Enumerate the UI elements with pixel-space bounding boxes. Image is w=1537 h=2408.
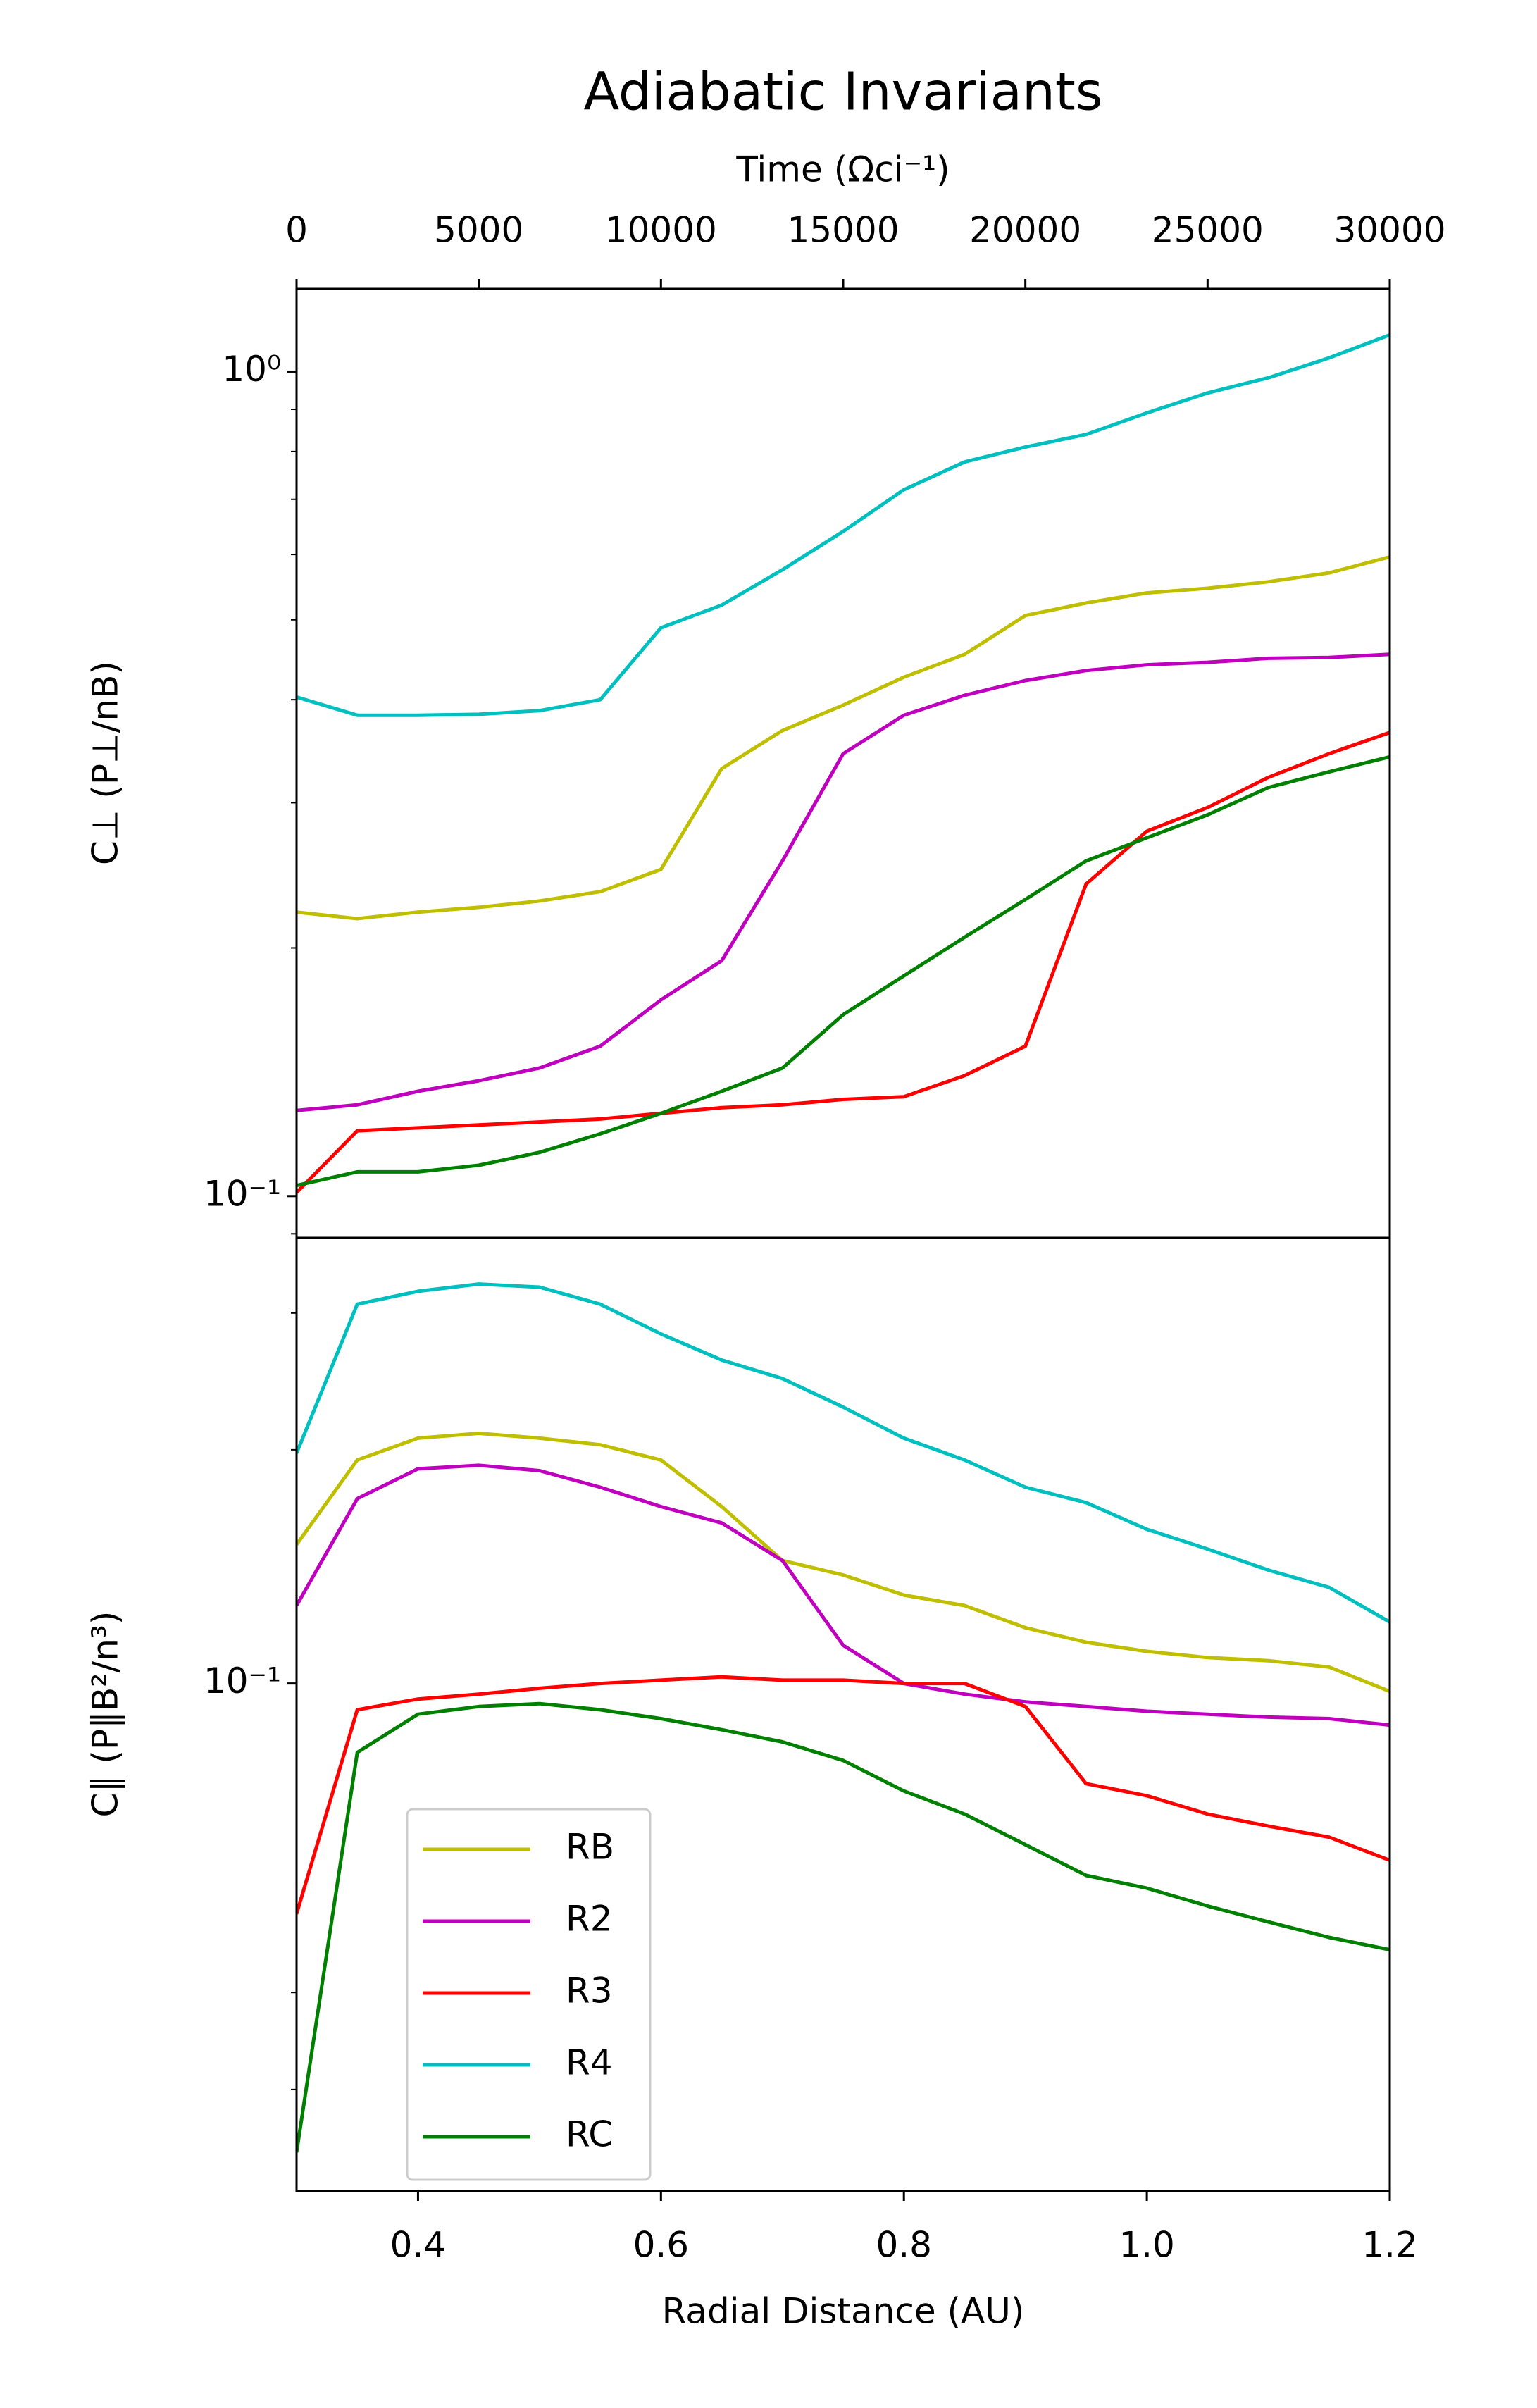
y-tick-label: 10⁻¹ [204, 1661, 281, 1701]
x-tick-label: 1.2 [1362, 2225, 1418, 2266]
y-axis-label: C⊥ (P⊥/nB) [85, 661, 126, 865]
top-x-tick-label: 0 [285, 210, 308, 251]
series-line [297, 731, 1390, 1194]
top-x-tick-label: 5000 [434, 210, 523, 251]
top-x-tick-label: 25000 [1152, 210, 1264, 251]
y-tick-label: 10⁻¹ [204, 1173, 281, 1214]
y-tick-label: 10⁰ [222, 349, 281, 390]
series-line [297, 652, 1390, 1112]
legend-label: R3 [566, 1971, 613, 2011]
series-line [297, 1463, 1390, 1727]
top-x-tick-label: 20000 [969, 210, 1081, 251]
x-tick-label: 0.8 [876, 2225, 932, 2266]
series-line [297, 555, 1390, 921]
x-tick-label: 1.0 [1119, 2225, 1175, 2266]
series-line [297, 333, 1390, 717]
plot-frame [295, 1236, 1391, 2192]
top-x-tick-label: 30000 [1333, 210, 1445, 251]
series-line [297, 755, 1390, 1188]
series-line [297, 1675, 1390, 1915]
legend-label: RB [566, 1827, 614, 1868]
series-line [297, 1701, 1390, 2153]
chart-title: Adiabatic Invariants [584, 62, 1103, 123]
top-x-tick-label: 15000 [787, 210, 899, 251]
top-x-axis-label: Time (Ωci⁻¹) [735, 149, 950, 190]
x-axis-label: Radial Distance (AU) [662, 2291, 1025, 2332]
legend-label: R4 [566, 2042, 613, 2083]
legend-label: RC [566, 2114, 613, 2155]
series-line [297, 1432, 1390, 1694]
legend-label: R2 [566, 1899, 613, 1940]
top-x-tick-label: 10000 [605, 210, 717, 251]
y-axis-label: C∥ (P∥B²/n³) [85, 1611, 126, 1818]
series-line [297, 1282, 1390, 1624]
x-tick-label: 0.4 [390, 2225, 447, 2266]
x-tick-label: 0.6 [633, 2225, 690, 2266]
